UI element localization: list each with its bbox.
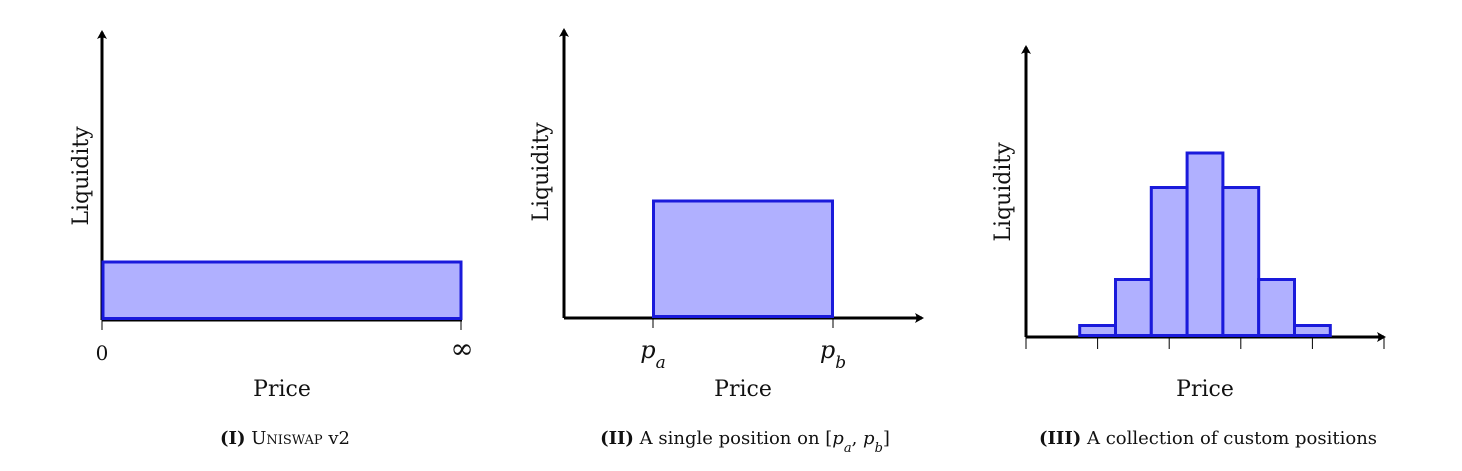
panel-2-bar-1 [652, 199, 834, 318]
panel-3-bar-6 [1257, 278, 1296, 337]
panel-1-bar-1 [101, 260, 463, 320]
panel-2-caption-number: (II) [600, 428, 634, 449]
panel-1-tick-label-0: 0 [96, 341, 109, 365]
panel-1-caption-text: Uniswap v2 [245, 428, 350, 449]
panel-2-caption-text: A single position on [pa, pb] [634, 428, 890, 456]
panel-3-bar-1 [1078, 324, 1117, 337]
panel-1-caption-sc: Uniswap [251, 428, 323, 449]
panel-3-caption-number: (III) [1039, 428, 1081, 449]
panel-1-caption: (I) Uniswap v2 [220, 428, 350, 449]
panel-1-y-axis-label: Liquidity [69, 126, 94, 226]
panel-3: Price Liquidity (III) A collection of cu… [991, 45, 1386, 449]
panel-2-tick-label-pa: pa [640, 336, 666, 373]
panel-3-bar-2 [1114, 278, 1153, 337]
panel-2-caption: (II) A single position on [pa, pb] [600, 428, 890, 456]
panel-1-caption-number: (I) [220, 428, 245, 449]
panel-2: pa pb Price Liquidity (II) A single posi… [529, 28, 924, 456]
panel-3-y-axis-label: Liquidity [991, 142, 1016, 242]
panel-2-x-axis-label: Price [714, 377, 772, 402]
panel-3-x-ticks [1025, 337, 1385, 349]
panel-1: 0 ∞ Price Liquidity (I) Uniswap v2 [69, 30, 474, 449]
panel-3-bars [1078, 151, 1332, 337]
panel-1-tick-label-1: ∞ [450, 332, 473, 365]
panel-3-bar-7 [1293, 324, 1332, 337]
panel-1-x-axis-label: Price [253, 377, 311, 402]
panel-1-bars [101, 260, 463, 320]
panel-3-bar-3 [1149, 186, 1189, 337]
panel-2-tick-label-pb: pb [820, 336, 846, 373]
panel-3-x-axis-label: Price [1176, 377, 1234, 402]
panel-3-caption-text: A collection of custom positions [1081, 428, 1377, 449]
panel-2-bars [652, 199, 834, 318]
panel-3-bar-4 [1185, 151, 1225, 337]
panel-3-caption: (III) A collection of custom positions [1039, 428, 1377, 449]
panel-2-y-axis-label: Liquidity [529, 122, 554, 222]
panel-3-bar-5 [1221, 186, 1261, 337]
